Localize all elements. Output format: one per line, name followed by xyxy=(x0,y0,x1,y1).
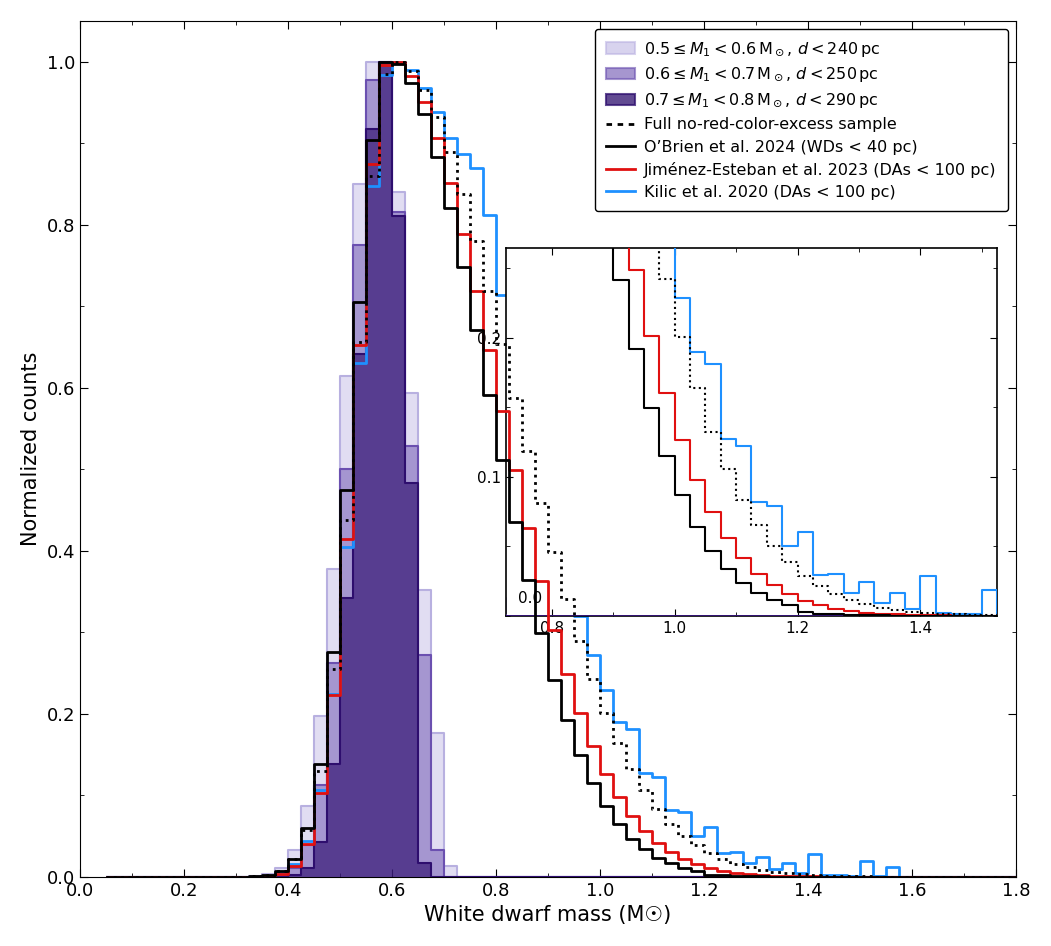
X-axis label: White dwarf mass (M☉): White dwarf mass (M☉) xyxy=(425,905,672,925)
Y-axis label: Normalized counts: Normalized counts xyxy=(21,352,41,546)
Legend: $0.5 \leq M_1 < 0.6\,\mathrm{M}_\odot,\, d < 240\,\mathrm{pc}$, $0.6 \leq M_1 < : $0.5 \leq M_1 < 0.6\,\mathrm{M}_\odot,\,… xyxy=(595,28,1008,211)
